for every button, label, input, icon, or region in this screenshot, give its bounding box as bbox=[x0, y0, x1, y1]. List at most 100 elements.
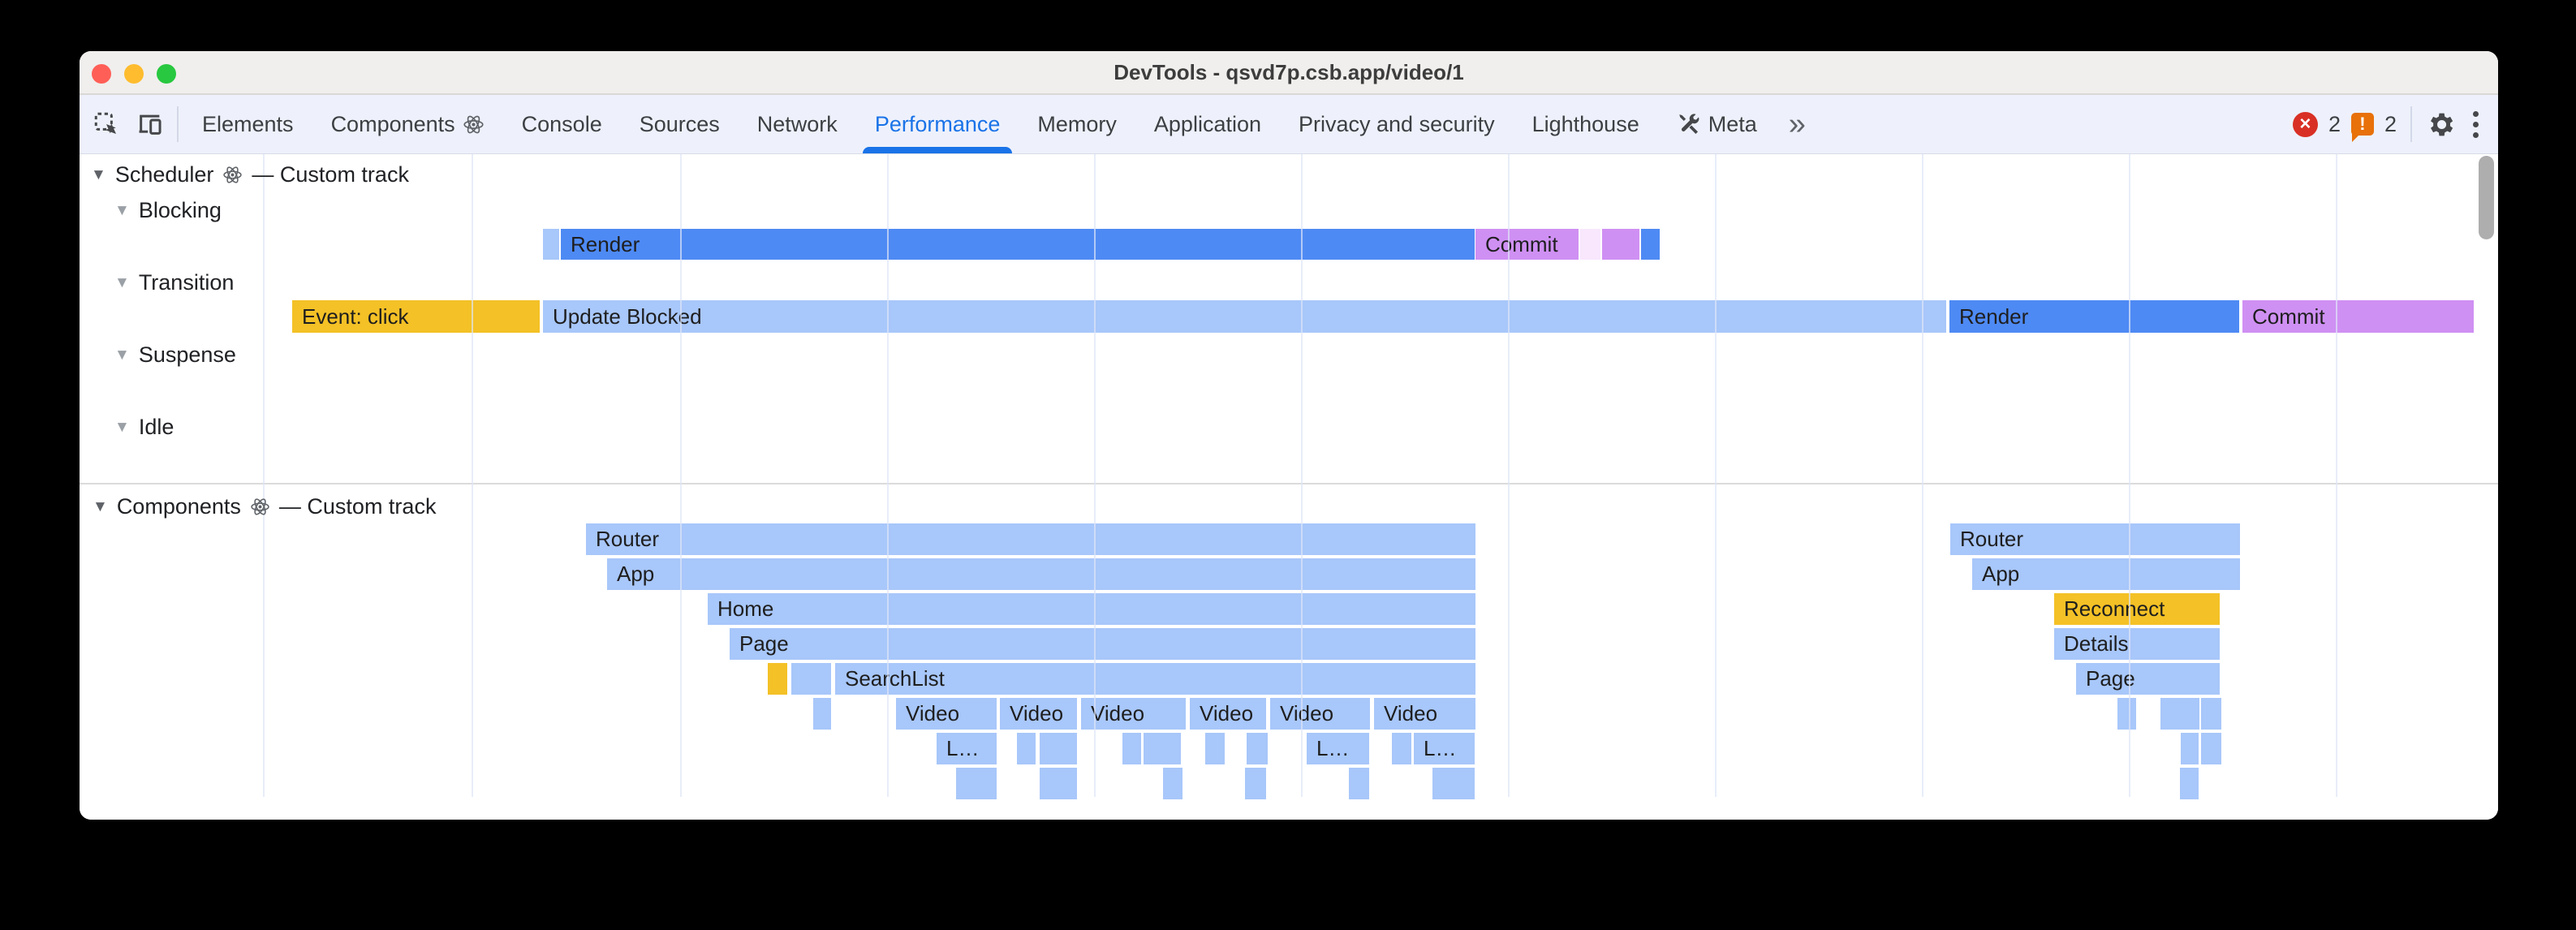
flame-bar[interactable] bbox=[1602, 229, 1639, 260]
flame-bar[interactable] bbox=[1205, 733, 1225, 764]
dot bbox=[2473, 121, 2479, 127]
flame-bar[interactable] bbox=[1247, 733, 1268, 764]
subtrack-label-suspense[interactable]: ▼ Suspense bbox=[114, 341, 236, 368]
more-tabs-button[interactable]: » bbox=[1776, 95, 1819, 153]
tab-label: Privacy and security bbox=[1299, 111, 1495, 136]
subtrack-label-idle[interactable]: ▼ Idle bbox=[114, 413, 174, 441]
flame-bar[interactable] bbox=[2181, 733, 2199, 764]
title-bar: DevTools - qsvd7p.csb.app/video/1 bbox=[80, 51, 2498, 95]
flame-bar[interactable] bbox=[2160, 698, 2199, 730]
flame-bar-render[interactable]: Render bbox=[561, 229, 1475, 260]
flame-bar[interactable] bbox=[1163, 768, 1182, 799]
toolbar-divider bbox=[177, 106, 179, 142]
flame-bar-commit[interactable]: Commit bbox=[2242, 300, 2474, 333]
flame-bar-l[interactable]: L… bbox=[1307, 733, 1369, 764]
subtrack-name: Blocking bbox=[138, 197, 222, 222]
gridline bbox=[2336, 154, 2337, 797]
flame-bar-video[interactable]: Video bbox=[1374, 698, 1475, 730]
tab-elements[interactable]: Elements bbox=[183, 95, 312, 153]
react-atom-icon bbox=[223, 166, 243, 183]
warning-badge-icon[interactable]: ! bbox=[2350, 113, 2374, 142]
flame-bar-video[interactable]: Video bbox=[1270, 698, 1370, 730]
flame-bar[interactable] bbox=[1392, 733, 1411, 764]
inspect-element-button[interactable] bbox=[84, 95, 128, 153]
flame-bar-router[interactable]: Router bbox=[586, 523, 1475, 555]
flame-bar[interactable] bbox=[1122, 733, 1141, 764]
flame-bar-app[interactable]: App bbox=[1972, 558, 2240, 590]
device-toolbar-button[interactable] bbox=[128, 95, 172, 153]
flame-bar-page[interactable]: Page bbox=[730, 628, 1475, 660]
tab-network[interactable]: Network bbox=[739, 95, 856, 153]
tab-sources[interactable]: Sources bbox=[621, 95, 739, 153]
flame-bar[interactable] bbox=[813, 698, 831, 730]
performance-flame-chart[interactable]: ▼ Scheduler — Custom track ▼ Blocking ▼ … bbox=[80, 154, 2498, 820]
tab-privacy-and-security[interactable]: Privacy and security bbox=[1280, 95, 1514, 153]
close-window-button[interactable] bbox=[92, 64, 111, 84]
flame-bar-update-blocked[interactable]: Update Blocked bbox=[543, 300, 1946, 333]
flame-bar-reconnect[interactable]: Reconnect bbox=[2054, 593, 2220, 625]
tab-memory[interactable]: Memory bbox=[1019, 95, 1135, 153]
vertical-scrollbar-thumb[interactable] bbox=[2479, 156, 2494, 239]
flame-bar[interactable] bbox=[1017, 733, 1036, 764]
subtrack-label-blocking[interactable]: ▼ Blocking bbox=[114, 196, 222, 224]
track-header-components[interactable]: ▼ Components — Custom track bbox=[93, 493, 436, 520]
tab-console[interactable]: Console bbox=[503, 95, 621, 153]
flame-bar-video[interactable]: Video bbox=[896, 698, 997, 730]
flame-bar[interactable] bbox=[768, 663, 787, 695]
track-separator bbox=[80, 483, 2498, 484]
collapse-triangle-icon: ▼ bbox=[114, 418, 130, 436]
settings-button[interactable] bbox=[2426, 110, 2456, 140]
flame-bar[interactable] bbox=[1040, 733, 1077, 764]
flame-bar-video[interactable]: Video bbox=[1190, 698, 1266, 730]
tab-label: Network bbox=[756, 111, 838, 136]
tab-performance[interactable]: Performance bbox=[856, 95, 1019, 153]
flame-bar-event-click[interactable]: Event: click bbox=[292, 300, 540, 333]
flame-bar-render[interactable]: Render bbox=[1949, 300, 2239, 333]
flame-bar[interactable] bbox=[1245, 768, 1266, 799]
tab-label: Console bbox=[521, 111, 602, 136]
zoom-window-button[interactable] bbox=[157, 64, 176, 84]
flame-bar-l[interactable]: L… bbox=[1414, 733, 1475, 764]
flame-bar[interactable] bbox=[2117, 698, 2136, 730]
customize-devtools-button[interactable] bbox=[2466, 110, 2485, 138]
flame-bar-router[interactable]: Router bbox=[1950, 523, 2240, 555]
flame-bar[interactable] bbox=[1580, 229, 1600, 260]
flame-bar[interactable] bbox=[956, 768, 997, 799]
flame-bar[interactable] bbox=[1144, 733, 1181, 764]
flame-bar-app[interactable]: App bbox=[607, 558, 1475, 590]
tab-lighthouse[interactable]: Lighthouse bbox=[1514, 95, 1658, 153]
tab-label: Memory bbox=[1037, 111, 1117, 136]
subtrack-name: Suspense bbox=[138, 342, 236, 367]
flame-bar-commit[interactable]: Commit bbox=[1475, 229, 1579, 260]
collapse-triangle-icon: ▼ bbox=[114, 346, 130, 364]
flame-bar[interactable] bbox=[543, 229, 559, 260]
error-badge-icon[interactable]: × bbox=[2292, 111, 2318, 137]
tab-meta[interactable]: Meta bbox=[1658, 95, 1776, 153]
flame-bar-video[interactable]: Video bbox=[1081, 698, 1186, 730]
flame-bar[interactable] bbox=[2180, 768, 2199, 799]
flame-bar-video[interactable]: Video bbox=[1000, 698, 1077, 730]
flame-bar[interactable] bbox=[1349, 768, 1369, 799]
tab-label: Components bbox=[330, 111, 455, 136]
tab-components[interactable]: Components bbox=[312, 95, 503, 153]
flame-bar-searchlist[interactable]: SearchList bbox=[835, 663, 1475, 695]
gridline bbox=[263, 154, 265, 797]
flame-bar-details[interactable]: Details bbox=[2054, 628, 2220, 660]
flame-bar[interactable] bbox=[1040, 768, 1077, 799]
track-header-scheduler[interactable]: ▼ Scheduler — Custom track bbox=[91, 161, 409, 188]
flame-bar[interactable] bbox=[791, 663, 831, 695]
subtrack-name: Idle bbox=[138, 414, 174, 439]
flame-bar-home[interactable]: Home bbox=[708, 593, 1475, 625]
inspect-cursor-icon bbox=[93, 110, 120, 138]
flame-bar[interactable] bbox=[2201, 733, 2221, 764]
gridline bbox=[472, 154, 473, 797]
tab-application[interactable]: Application bbox=[1135, 95, 1280, 153]
flame-bar-l[interactable]: L… bbox=[937, 733, 997, 764]
flame-bar[interactable] bbox=[1432, 768, 1475, 799]
subtrack-label-transition[interactable]: ▼ Transition bbox=[114, 269, 234, 296]
flame-bar[interactable] bbox=[1641, 229, 1660, 260]
minimize-window-button[interactable] bbox=[124, 64, 144, 84]
flame-bar-page[interactable]: Page bbox=[2076, 663, 2220, 695]
flame-bar[interactable] bbox=[2201, 698, 2221, 730]
